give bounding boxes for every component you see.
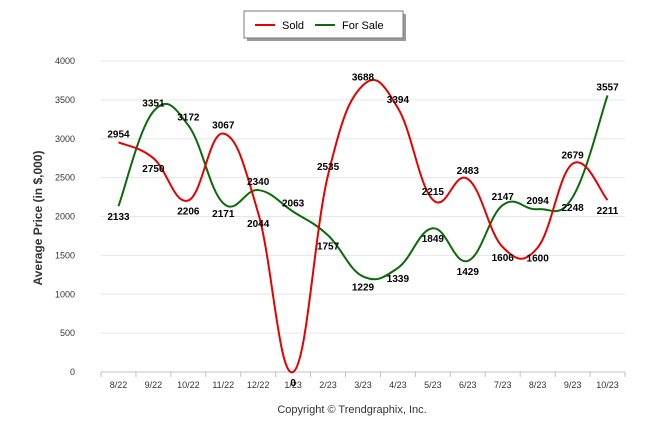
x-tick-label: 9/23 — [564, 380, 582, 390]
data-label-sold: 2215 — [422, 187, 445, 198]
data-label-sold: 2954 — [107, 129, 130, 140]
data-label-sold: 2483 — [457, 166, 480, 177]
data-label-for-sale: 1849 — [422, 234, 445, 245]
series-line-sold — [118, 78, 609, 374]
data-label-sold: 2750 — [142, 164, 165, 175]
x-tick-label: 10/23 — [596, 380, 619, 390]
x-tick-label: 12/22 — [247, 380, 270, 390]
x-tick-label: 3/23 — [354, 380, 372, 390]
data-label-for-sale: 2133 — [107, 212, 130, 223]
series-line-for-sale — [117, 95, 609, 281]
x-tick-label: 2/23 — [319, 380, 337, 390]
y-tick-label: 500 — [60, 328, 75, 338]
data-label-for-sale: 2094 — [527, 196, 550, 207]
data-label-for-sale: 2147 — [492, 192, 515, 203]
x-tick-label: 8/23 — [529, 380, 547, 390]
y-tick-label: 0 — [70, 367, 75, 377]
legend-label-for-sale: For Sale — [342, 20, 384, 32]
data-label-sold: 3688 — [352, 72, 375, 83]
x-tick-label: 6/23 — [459, 380, 477, 390]
x-tick-label: 10/22 — [177, 380, 200, 390]
data-label-sold: 2044 — [247, 219, 270, 230]
data-label-for-sale: 2063 — [282, 199, 305, 210]
data-label-sold: 3394 — [387, 95, 410, 106]
legend-label-sold: Sold — [282, 20, 304, 32]
y-tick-label: 3000 — [55, 134, 75, 144]
x-tick-label: 5/23 — [424, 380, 442, 390]
x-tick-label: 9/22 — [145, 380, 163, 390]
data-label-for-sale: 1429 — [457, 267, 480, 278]
x-tick-label: 4/23 — [389, 380, 407, 390]
data-label-for-sale: 3351 — [142, 98, 165, 109]
data-label-for-sale: 1339 — [387, 274, 410, 285]
data-label-sold: 0 — [290, 378, 296, 389]
data-label-for-sale: 3557 — [596, 82, 619, 93]
y-tick-label: 1000 — [55, 289, 75, 299]
x-tick-label: 1/23 — [284, 380, 302, 390]
data-label-for-sale: 2248 — [561, 203, 584, 214]
data-label-sold: 1600 — [527, 254, 550, 265]
data-label-sold: 3067 — [212, 121, 235, 132]
y-tick-label: 1500 — [55, 250, 75, 260]
copyright-credit: Copyright © Trendgraphix, Inc. — [277, 404, 426, 416]
data-label-sold: 2679 — [561, 151, 584, 162]
data-label-for-sale: 3172 — [177, 112, 200, 123]
y-axis-title: Average Price (in $,000) — [31, 151, 45, 286]
data-label-for-sale: 1229 — [352, 282, 375, 293]
y-tick-label: 2500 — [55, 173, 75, 183]
data-label-for-sale: 2171 — [212, 209, 235, 220]
y-tick-label: 4000 — [55, 56, 75, 66]
y-tick-label: 3500 — [55, 95, 75, 105]
legend: Sold For Sale — [243, 10, 406, 41]
data-label-sold: 2535 — [317, 162, 340, 173]
x-tick-label: 7/23 — [494, 380, 512, 390]
data-labels: 2954 2750 2206 3067 2044 0 2535 3688 3394 2215 248… — [107, 72, 619, 389]
axes: 0 500 1000 1500 2000 2500 3000 3500 4000 8/22 9/22… — [55, 56, 626, 390]
data-label-sold: 1606 — [492, 253, 515, 264]
series-lines — [117, 78, 609, 374]
data-label-for-sale: 2340 — [247, 177, 270, 188]
x-tick-label: 11/22 — [212, 380, 234, 390]
y-tick-label: 2000 — [55, 212, 75, 222]
data-label-sold: 2211 — [597, 206, 619, 217]
data-label-for-sale: 1757 — [317, 241, 340, 252]
data-label-sold: 2206 — [177, 206, 200, 217]
x-tick-label: 8/22 — [110, 380, 128, 390]
